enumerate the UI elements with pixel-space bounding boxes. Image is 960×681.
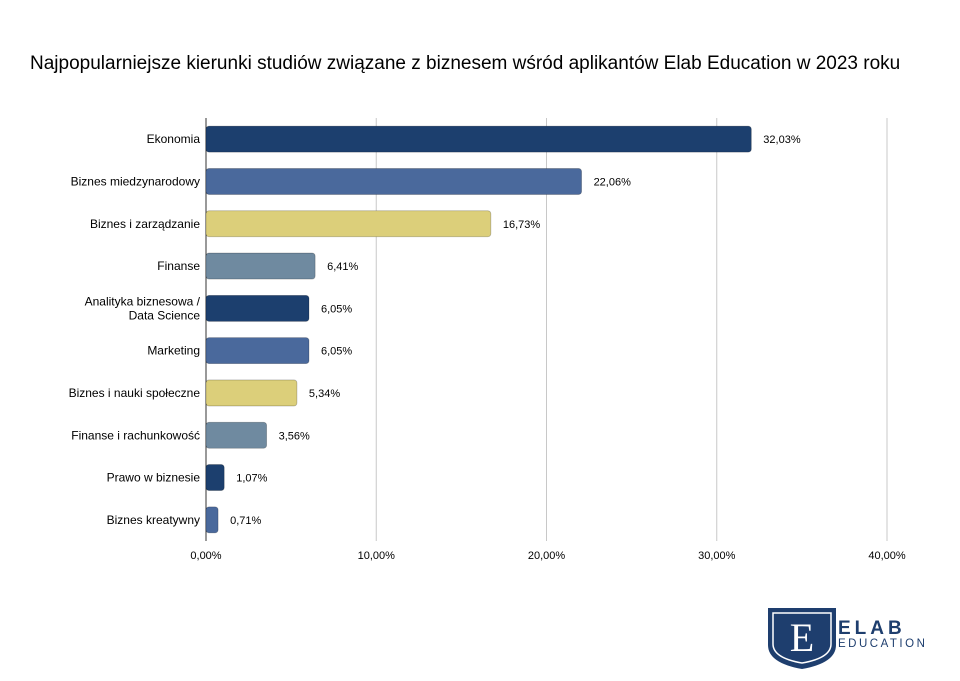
bar: [205, 379, 298, 407]
x-tick-label: 20,00%: [528, 550, 566, 562]
logo-text-education: EDUCATION: [838, 638, 928, 650]
category-label: Biznes i nauki społeczne: [69, 386, 201, 400]
data-label: 16,73%: [503, 219, 541, 231]
x-tick-label: 30,00%: [698, 550, 736, 562]
data-label: 0,71%: [230, 515, 261, 527]
bar: [205, 464, 225, 491]
category-label: Finanse: [157, 259, 200, 273]
data-label: 6,41%: [327, 261, 358, 273]
x-tick-label: 40,00%: [868, 550, 906, 562]
bar: [205, 252, 316, 280]
bar: [205, 168, 582, 195]
bar: [205, 337, 310, 365]
category-label: Ekonomia: [147, 132, 201, 146]
logo-letter: E: [790, 615, 814, 660]
category-label: Marketing: [147, 344, 200, 358]
elab-education-logo: E: [766, 605, 936, 671]
bar: [205, 506, 219, 534]
data-label: 32,03%: [763, 134, 801, 146]
data-label: 6,05%: [321, 303, 352, 315]
category-label: Finanse i rachunkowość: [71, 428, 200, 442]
bar: [205, 421, 268, 449]
x-tick-label: 10,00%: [358, 550, 396, 562]
category-label: Analityka biznesowa / Data Science: [85, 294, 201, 322]
x-tick-label: 0,00%: [190, 550, 221, 562]
data-label: 5,34%: [309, 388, 340, 400]
bar: [205, 125, 752, 153]
category-label: Biznes i zarządzanie: [90, 217, 200, 231]
data-label: 6,05%: [321, 346, 352, 358]
chart-title: Najpopularniejsze kierunki studiów związ…: [30, 53, 901, 74]
category-label: Biznes kreatywny: [107, 513, 200, 527]
bar: [205, 294, 310, 322]
shield-logo-icon: E: [768, 608, 836, 669]
category-label: Prawo w biznesie: [107, 471, 201, 485]
data-label: 1,07%: [236, 473, 267, 485]
logo-text-elab: ELAB: [838, 618, 906, 639]
data-label: 3,56%: [279, 430, 310, 442]
category-label: Biznes miedzynarodowy: [71, 174, 200, 188]
data-label: 22,06%: [594, 176, 632, 188]
bar: [205, 210, 492, 238]
